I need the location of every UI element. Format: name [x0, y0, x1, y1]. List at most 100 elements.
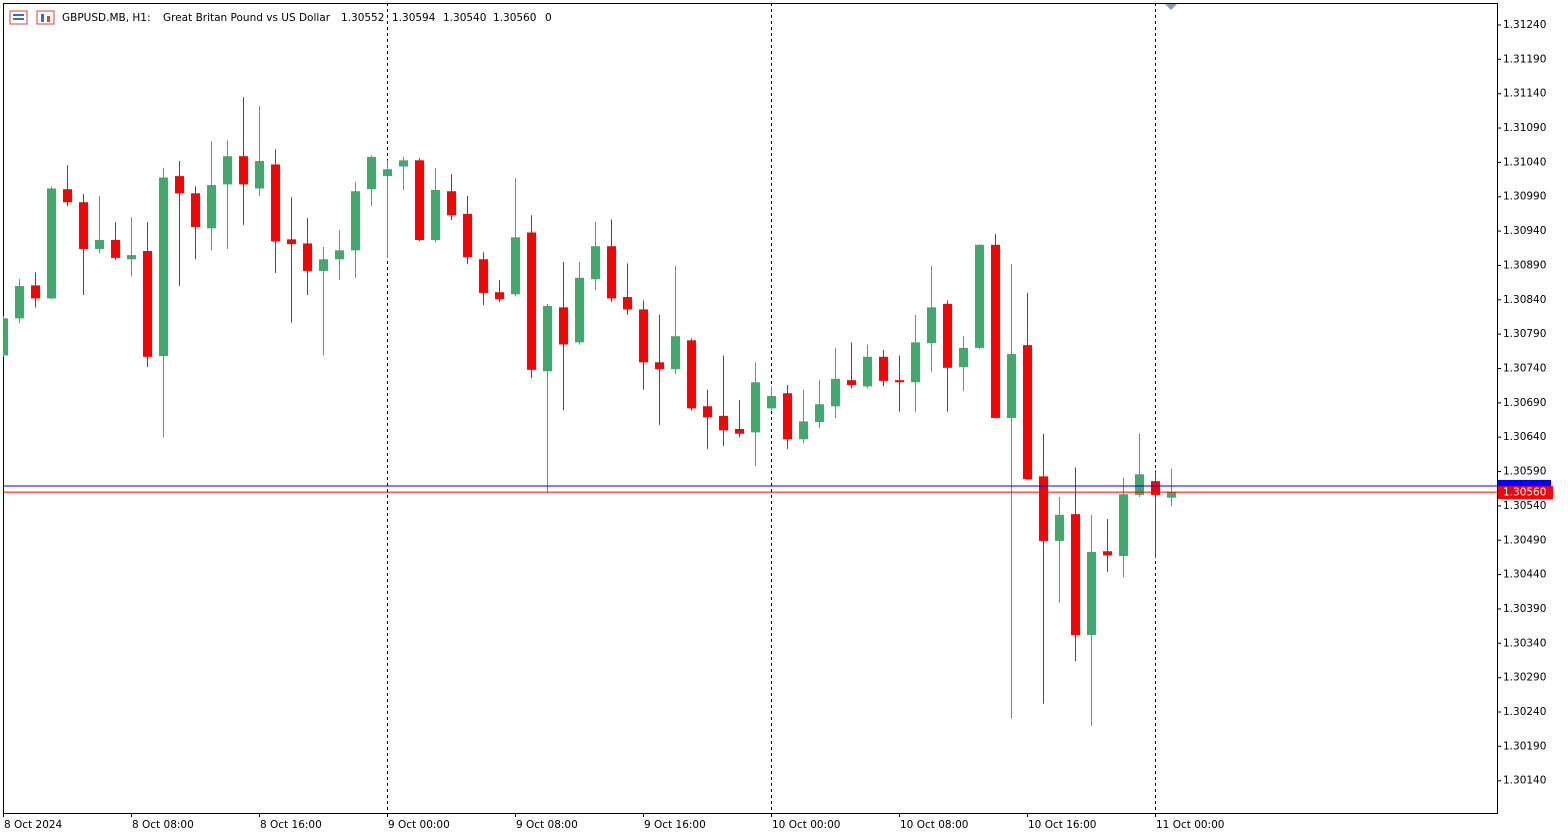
- bid-label: 1.30560: [1503, 487, 1546, 499]
- y-tick-label: 1.30240: [1503, 706, 1546, 718]
- icon: [13, 14, 24, 16]
- x-tick-label: 8 Oct 2024: [4, 819, 63, 831]
- shift-marker: [1165, 4, 1177, 10]
- bid-label-box: [1498, 486, 1553, 500]
- candle-body: [79, 202, 88, 249]
- candle-body: [31, 285, 40, 299]
- y-tick-label: 1.30940: [1503, 225, 1546, 237]
- y-tick-label: 1.30540: [1503, 500, 1546, 512]
- candle-body: [799, 421, 808, 440]
- candle-body: [959, 347, 968, 368]
- candle-body: [495, 292, 504, 300]
- y-tick-label: 1.30140: [1503, 775, 1546, 787]
- plot-frame: [3, 3, 1498, 814]
- candle-body: [943, 303, 952, 368]
- open-value: 1.30552: [341, 12, 384, 24]
- candle-body: [1007, 354, 1016, 418]
- candle-body: [879, 356, 888, 381]
- icon: [41, 14, 44, 22]
- candle-body: [1103, 551, 1112, 556]
- candle-body: [95, 240, 104, 249]
- candle-body: [479, 259, 488, 293]
- candle-body: [623, 297, 632, 310]
- candle-body: [847, 380, 856, 385]
- candle-body: [671, 336, 680, 370]
- candle-body: [767, 395, 776, 409]
- candle-body: [3, 318, 8, 356]
- candle-body: [1055, 514, 1064, 541]
- candle-body: [175, 176, 184, 194]
- candle-body: [415, 160, 424, 241]
- candle-body: [863, 356, 872, 387]
- candle-body: [15, 286, 24, 319]
- y-tick-label: 1.31240: [1503, 19, 1546, 31]
- candle-body: [143, 251, 152, 357]
- candle-body: [975, 244, 984, 348]
- close-value: 1.30560: [493, 12, 536, 24]
- y-tick-label: 1.31040: [1503, 156, 1546, 168]
- y-tick-label: 1.30640: [1503, 431, 1546, 443]
- x-tick-label: 10 Oct 08:00: [900, 819, 968, 831]
- candle-body: [655, 362, 664, 370]
- candle-body: [527, 232, 536, 370]
- candle-body: [207, 185, 216, 229]
- candle-body: [287, 239, 296, 245]
- candle-body: [895, 380, 904, 383]
- candle-body: [351, 191, 360, 251]
- x-tick-label: 11 Oct 00:00: [1156, 819, 1224, 831]
- icon: [9, 10, 28, 25]
- candle-body: [751, 382, 760, 433]
- candle-body: [303, 243, 312, 271]
- candle-body: [607, 246, 616, 299]
- y-tick-label: 1.30840: [1503, 294, 1546, 306]
- tick-volume: 0: [545, 12, 552, 24]
- candle-body: [431, 189, 440, 241]
- candle-body: [447, 191, 456, 216]
- candle-body: [127, 255, 136, 260]
- candle-body: [399, 160, 408, 167]
- y-tick-label: 1.31140: [1503, 88, 1546, 100]
- x-tick-label: 8 Oct 08:00: [132, 819, 194, 831]
- candle-body: [511, 237, 520, 295]
- candle-body: [367, 156, 376, 190]
- candle-body: [1135, 474, 1144, 495]
- y-tick-label: 1.30990: [1503, 191, 1546, 203]
- candle-body: [335, 250, 344, 260]
- candle-body: [1039, 476, 1048, 541]
- y-tick-label: 1.30890: [1503, 259, 1546, 271]
- candle-body: [191, 193, 200, 227]
- x-tick-label: 9 Oct 08:00: [516, 819, 578, 831]
- candle-body: [735, 428, 744, 434]
- candle-body: [815, 404, 824, 423]
- y-tick-label: 1.30490: [1503, 534, 1546, 546]
- candle-body: [111, 240, 120, 258]
- candle-body: [1023, 345, 1032, 480]
- candle-body: [1151, 481, 1160, 495]
- x-tick-label: 8 Oct 16:00: [260, 819, 322, 831]
- candle-body: [559, 307, 568, 345]
- candle-body: [927, 307, 936, 344]
- ask-label-box: [1498, 479, 1551, 491]
- y-tick-label: 1.30590: [1503, 466, 1546, 478]
- candle-body: [319, 259, 328, 271]
- candle-body: [271, 164, 280, 242]
- icon: [13, 18, 24, 20]
- description: Great Britan Pound vs US Dollar: [163, 12, 331, 24]
- symbol: GBPUSD.MB, H1:: [62, 12, 151, 24]
- candle-body: [159, 177, 168, 357]
- y-tick-label: 1.30790: [1503, 328, 1546, 340]
- high-value: 1.30594: [392, 12, 436, 24]
- y-tick-label: 1.30690: [1503, 397, 1546, 409]
- y-tick-label: 1.31190: [1503, 53, 1546, 65]
- candle-body: [47, 188, 56, 299]
- candle-body: [639, 309, 648, 363]
- candle-body: [719, 415, 728, 431]
- candle-body: [991, 244, 1000, 418]
- candle-body: [703, 406, 712, 418]
- y-tick-label: 1.30340: [1503, 637, 1546, 649]
- icon: [47, 16, 50, 22]
- candle-body: [255, 161, 264, 189]
- candle-body: [1071, 514, 1080, 636]
- candle-body: [575, 277, 584, 343]
